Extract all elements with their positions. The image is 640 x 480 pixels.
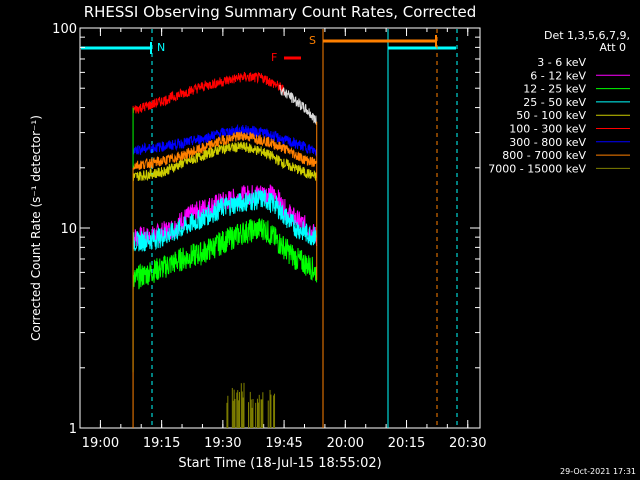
legend-label: 7000 - 15000 keV — [488, 162, 586, 175]
observing-status-bars: N S F — [81, 29, 458, 428]
series-100-300-kev — [132, 71, 285, 114]
x-tick-label: 19:15 — [143, 436, 180, 451]
series-800-7000-kev — [132, 131, 318, 170]
legend-label: 300 - 800 keV — [509, 136, 586, 149]
saa-label: S — [309, 34, 316, 47]
x-tick-label: 20:15 — [388, 436, 425, 451]
series-line — [132, 123, 318, 157]
footer-date: 29-Oct-2021 17:31 — [560, 467, 636, 476]
series-line — [132, 189, 318, 252]
legend-label: 6 - 12 keV — [530, 69, 586, 82]
night-label: N — [157, 41, 165, 54]
y-axis-label: Corrected Count Rate (s⁻¹ detector⁻¹) — [29, 115, 43, 341]
flare-label: F — [271, 51, 277, 64]
legend-label: 12 - 25 keV — [523, 83, 586, 96]
series-25-50-kev — [132, 189, 318, 252]
y-tick-label: 1 — [69, 422, 77, 437]
series-group — [132, 71, 318, 428]
series-12-25-kev — [132, 218, 318, 290]
series-7000-15000-kev — [226, 382, 276, 428]
x-axis-label: Start Time (18-Jul-15 18:55:02) — [178, 456, 381, 471]
x-tick-label: 19:30 — [204, 436, 241, 451]
y-tick-label: 100 — [52, 22, 77, 37]
series-line — [132, 131, 318, 170]
y-tick-label: 10 — [60, 222, 77, 237]
x-tick-label: 20:30 — [449, 436, 486, 451]
legend-header-detectors: Det 1,3,5,6,7,9, — [544, 29, 630, 42]
series-line — [279, 84, 317, 126]
legend-label: 100 - 300 keV — [509, 123, 586, 136]
series-50-100-kev — [132, 141, 318, 182]
legend-label: 3 - 6 keV — [537, 56, 586, 69]
axis-ticks: 19:00 19:15 19:30 19:45 20:00 20:15 20:30 1 10 10… — [52, 22, 486, 451]
legend-label: 25 - 50 keV — [523, 96, 586, 109]
legend-label: 50 - 100 keV — [516, 109, 586, 122]
x-tick-label: 19:00 — [82, 436, 119, 451]
x-tick-label: 20:00 — [327, 436, 364, 451]
series-line — [132, 141, 318, 182]
chart-title: RHESSI Observing Summary Count Rates, Co… — [84, 3, 477, 21]
series-3-6-kev-tail — [279, 84, 317, 126]
series-line — [132, 218, 318, 290]
x-tick-label: 19:45 — [265, 436, 302, 451]
series-300-800-kev — [132, 123, 318, 157]
series-line — [132, 71, 285, 114]
legend-header-attenuator: Att 0 — [600, 41, 626, 54]
legend-label: 800 - 7000 keV — [502, 149, 586, 162]
